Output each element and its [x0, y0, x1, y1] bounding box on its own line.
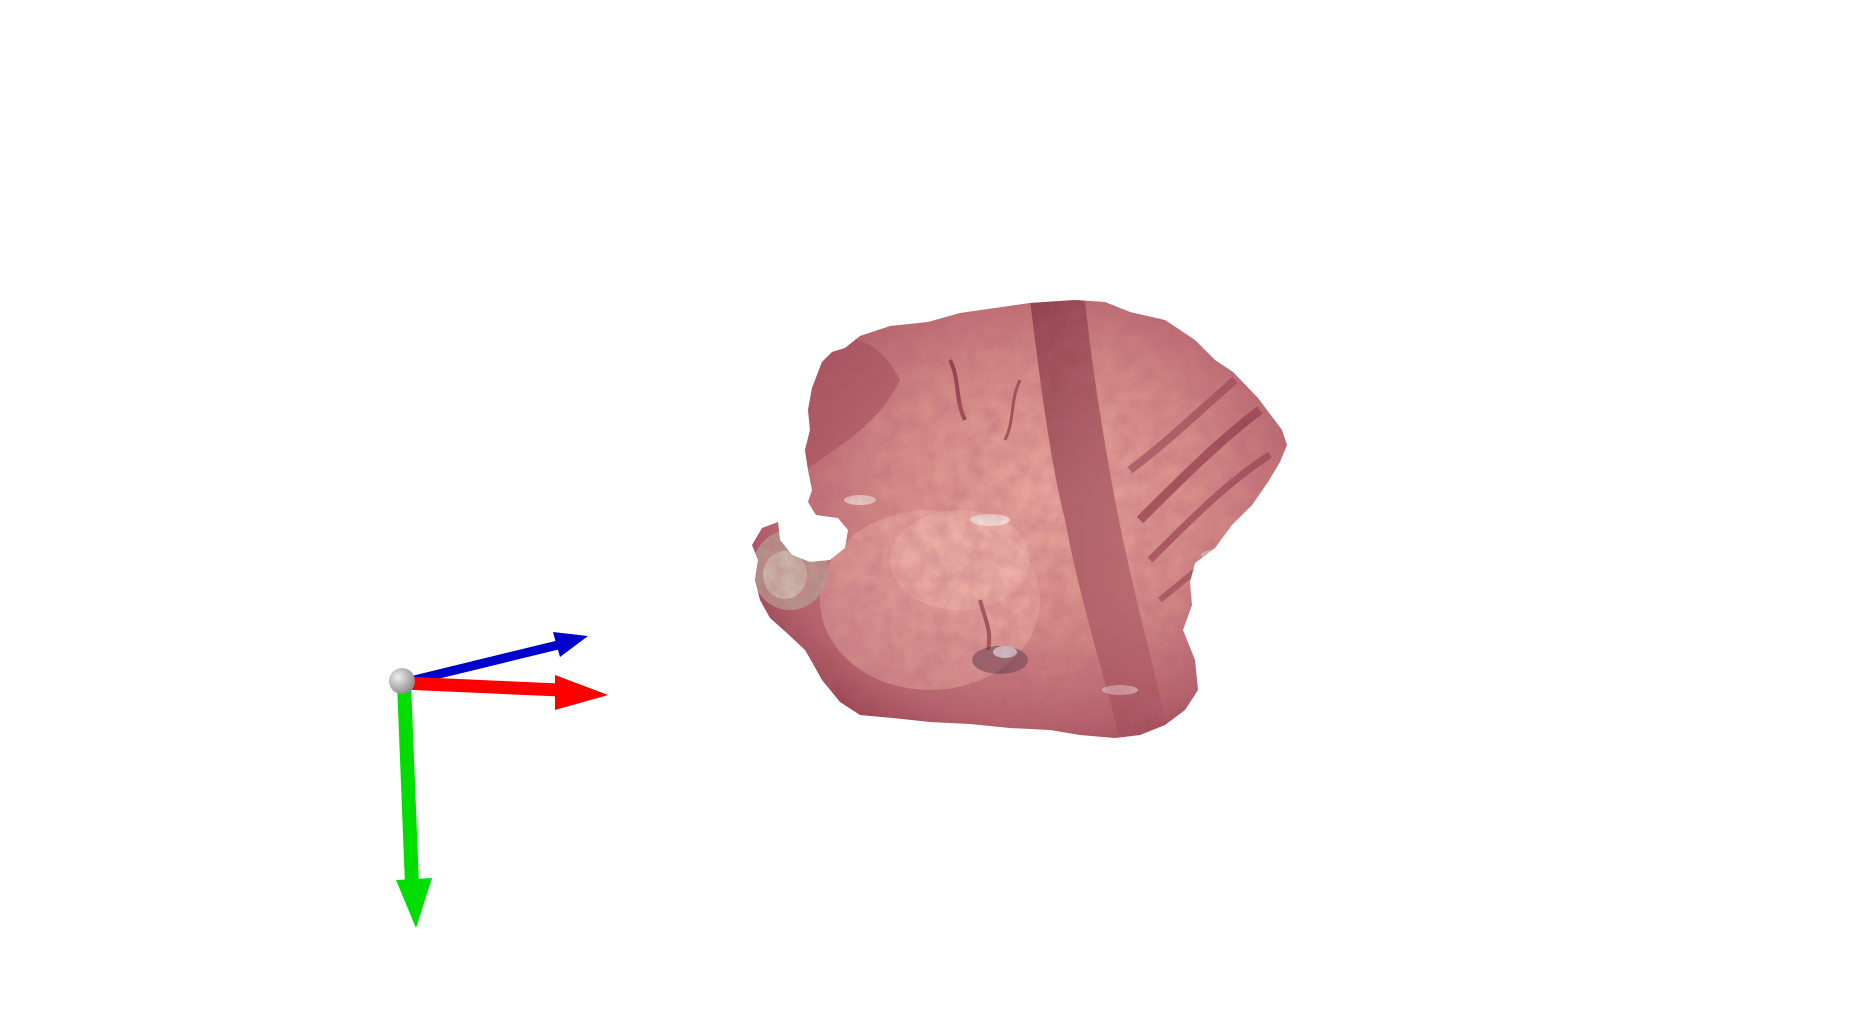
x-axis-arrow — [395, 675, 608, 710]
sphere-icon — [389, 668, 415, 694]
tissue-detail — [752, 300, 1287, 738]
coordinate-frame — [389, 632, 608, 928]
z-axis-arrow — [397, 632, 588, 688]
y-axis-arrow — [396, 676, 432, 928]
point-cloud[interactable] — [740, 290, 1300, 750]
